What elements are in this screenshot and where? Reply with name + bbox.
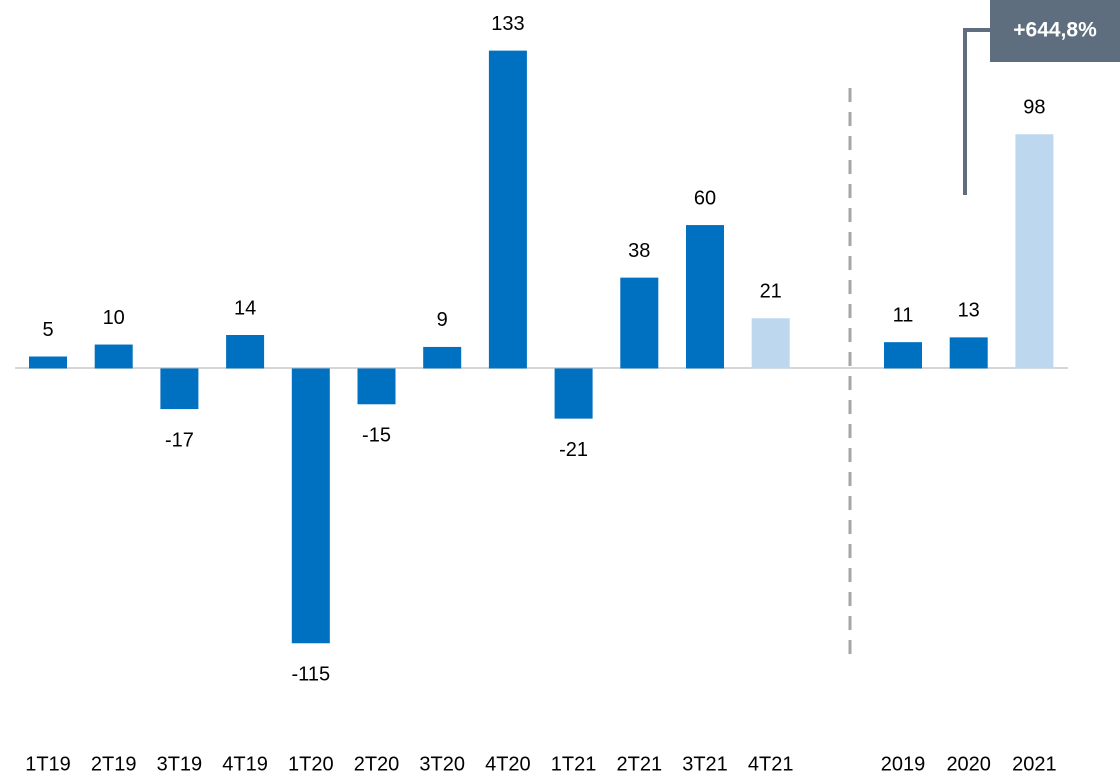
x-tick-label: 1T21 — [551, 753, 597, 775]
bar — [160, 368, 199, 410]
x-tick-label: 1T20 — [288, 753, 334, 775]
bar — [488, 50, 527, 369]
x-tick-label: 2020 — [946, 753, 991, 775]
value-label: -21 — [559, 439, 588, 461]
value-label: 38 — [628, 240, 650, 262]
bar — [554, 368, 593, 419]
x-tick-label: 3T20 — [419, 753, 465, 775]
bar — [291, 368, 330, 644]
x-tick-label: 4T19 — [222, 753, 268, 775]
value-label: 9 — [437, 309, 448, 331]
annotation: +644,8% — [1013, 19, 1097, 42]
x-tick-label: 1T19 — [25, 753, 71, 775]
bar — [423, 346, 462, 369]
bar — [884, 342, 922, 369]
x-tick-label: 2T20 — [354, 753, 400, 775]
x-tick-label: 2021 — [1012, 753, 1057, 775]
bar — [226, 334, 265, 369]
x-tick-label: 3T19 — [157, 753, 203, 775]
value-label: -17 — [165, 429, 194, 451]
value-label: 60 — [694, 187, 716, 209]
bar — [29, 356, 67, 369]
growth-arrow — [963, 28, 995, 195]
bar — [686, 225, 724, 369]
value-label: 14 — [234, 297, 256, 319]
x-tick-label: 4T20 — [485, 753, 531, 775]
value-label: 21 — [760, 281, 782, 303]
annotation-box — [990, 0, 1120, 62]
value-label: 133 — [491, 13, 524, 35]
bar — [94, 344, 133, 369]
bar — [949, 337, 988, 369]
value-label: 5 — [42, 319, 53, 341]
value-label: 10 — [103, 307, 125, 329]
bar — [620, 277, 659, 369]
value-label: 11 — [893, 304, 914, 326]
value-label: -115 — [292, 664, 331, 686]
value-label: 98 — [1023, 97, 1045, 119]
value-label: -15 — [362, 425, 391, 447]
bar — [1015, 134, 1054, 369]
x-tick-label: 3T21 — [682, 753, 728, 775]
value-label: 13 — [958, 300, 980, 322]
x-tick-label: 2T19 — [91, 753, 137, 775]
x-tick-label: 4T21 — [748, 753, 794, 775]
x-tick-label: 2019 — [881, 753, 926, 775]
bar — [357, 368, 396, 405]
bar — [751, 318, 790, 369]
x-tick-label: 2T21 — [617, 753, 663, 775]
